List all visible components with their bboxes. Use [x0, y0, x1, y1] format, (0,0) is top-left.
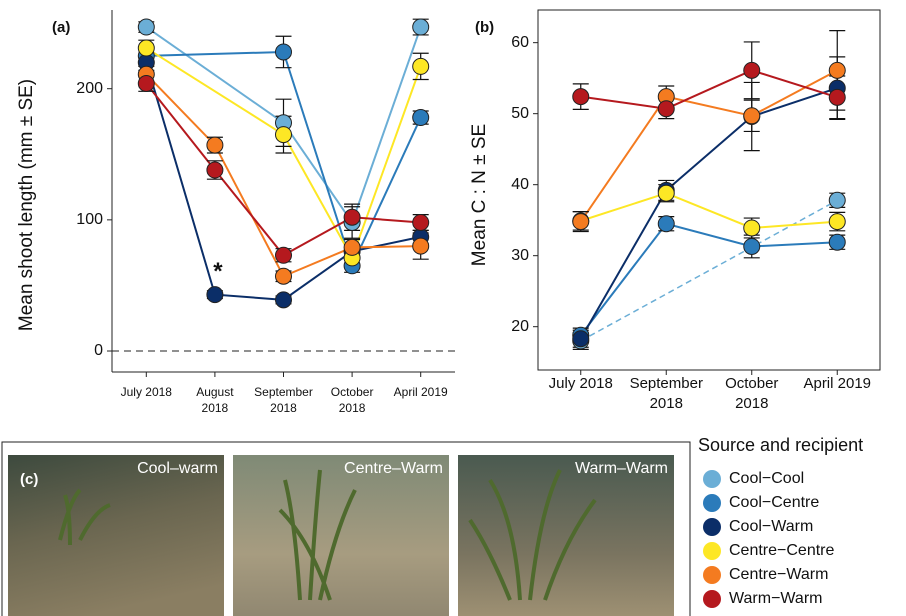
series-line — [579, 69, 838, 223]
data-point — [657, 184, 675, 202]
legend-swatch — [703, 518, 721, 536]
annotation: * — [213, 258, 223, 285]
data-point — [412, 109, 430, 127]
data-point — [828, 191, 846, 209]
series-line — [580, 69, 838, 110]
data-point — [206, 136, 224, 154]
data-point — [743, 237, 761, 255]
x-tick-label: July 2018 — [548, 375, 613, 392]
x-tick-label: April 2019 — [803, 375, 872, 392]
legend-swatch — [703, 542, 721, 560]
x-tick-label: October 2018 — [330, 385, 374, 416]
y-tick-label: 20 — [511, 318, 529, 335]
series-line — [579, 87, 838, 340]
x-tick-label: October 2018 — [725, 375, 779, 413]
data-point — [743, 219, 761, 237]
data-point — [275, 43, 292, 61]
x-tick-label: September 2018 — [254, 385, 313, 416]
legend-swatch — [703, 566, 721, 584]
series-line — [145, 26, 422, 225]
y-tick-label: 0 — [94, 342, 103, 359]
x-tick-label: August 2018 — [196, 385, 234, 416]
y-tick-label: 100 — [76, 211, 103, 228]
y-axis-title: Mean C : N ± SE — [469, 124, 490, 266]
data-point — [275, 246, 292, 264]
legend-label: Centre−Warm — [729, 566, 828, 583]
legend-title: Source and recipient — [698, 435, 863, 455]
data-point — [137, 18, 155, 36]
y-tick-label: 60 — [511, 34, 529, 51]
series-line — [145, 47, 422, 261]
data-point — [743, 61, 761, 79]
photo — [8, 455, 224, 616]
data-point — [412, 18, 430, 36]
data-point — [828, 213, 846, 231]
series-line — [580, 192, 838, 230]
y-tick-label: 30 — [511, 247, 529, 264]
data-point — [657, 215, 675, 233]
data-point — [657, 100, 675, 118]
y-tick-label: 50 — [511, 105, 529, 122]
photo-caption: Cool–warm — [137, 460, 218, 477]
legend-label: Cool−Cool — [729, 470, 804, 487]
data-point — [137, 39, 155, 57]
data-point — [572, 330, 590, 348]
data-point — [743, 107, 761, 125]
series-line — [580, 199, 838, 342]
data-point — [137, 74, 155, 92]
photo-panel-frame — [1, 441, 691, 616]
x-tick-label: July 2018 — [120, 385, 172, 399]
legend-label: Cool−Centre — [729, 494, 819, 511]
data-point — [343, 208, 361, 226]
data-point — [412, 213, 430, 231]
data-point — [828, 61, 846, 79]
x-tick-label: September 2018 — [629, 375, 703, 413]
data-point — [275, 291, 292, 309]
photo — [458, 455, 674, 616]
data-point — [275, 267, 292, 285]
data-point — [206, 161, 224, 179]
legend-swatch — [703, 470, 721, 488]
data-point — [572, 88, 590, 106]
photo-caption: Warm–Warm — [575, 460, 668, 477]
photo-caption: Centre–Warm — [344, 460, 443, 477]
photo — [233, 455, 449, 616]
series-line — [579, 222, 838, 336]
panel-label: (b) — [475, 19, 494, 36]
panel-label: (c) — [20, 471, 38, 488]
legend-swatch — [703, 494, 721, 512]
legend-swatch — [703, 590, 721, 608]
x-tick-label: April 2019 — [393, 385, 448, 399]
plot-frame — [537, 9, 881, 371]
data-point — [828, 233, 846, 251]
series-line — [146, 50, 422, 269]
legend-label: Cool−Warm — [729, 518, 813, 535]
seagrass — [58, 469, 597, 601]
y-tick-label: 200 — [76, 80, 103, 97]
y-tick-label: 40 — [511, 176, 529, 193]
legend-label: Warm−Warm — [729, 590, 822, 607]
data-point — [206, 286, 224, 304]
panel-label: (a) — [52, 19, 70, 36]
data-point — [412, 57, 430, 75]
legend-label: Centre−Centre — [729, 542, 834, 559]
y-axis-title: Mean shoot length (mm ± SE) — [16, 79, 37, 331]
data-point — [343, 238, 361, 256]
data-point — [412, 237, 430, 255]
data-point — [275, 126, 292, 144]
data-point — [572, 213, 590, 231]
data-point — [828, 88, 846, 106]
